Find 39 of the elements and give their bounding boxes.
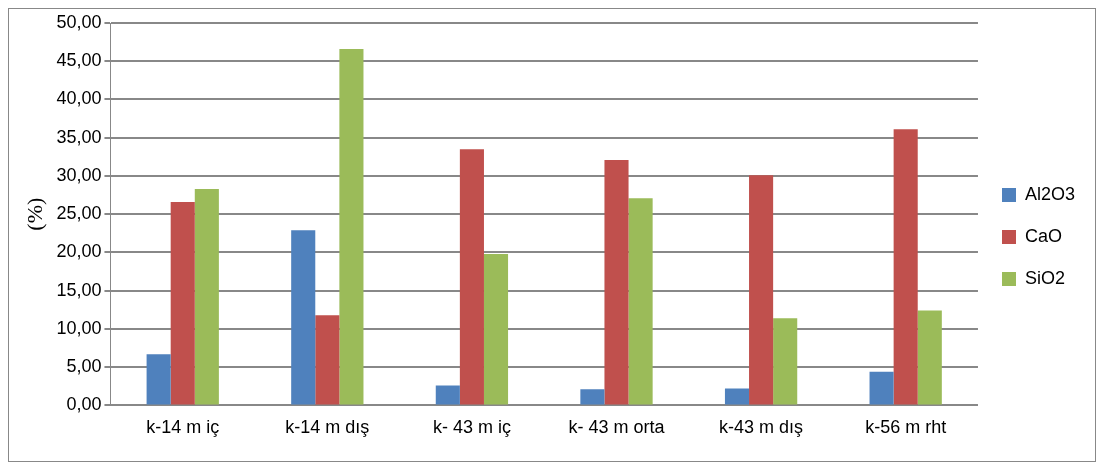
- bar: [170, 201, 195, 405]
- bar: [580, 389, 605, 405]
- bar: [869, 371, 894, 405]
- y-tick-label: 25,00: [56, 203, 102, 224]
- bar: [483, 253, 509, 405]
- bar: [194, 188, 219, 405]
- legend-label: SiO2: [1024, 267, 1065, 288]
- x-tick-label: k- 43 m iç: [432, 417, 511, 438]
- y-tick-label: 40,00: [56, 88, 102, 109]
- bar: [773, 318, 798, 405]
- y-tick-label: 30,00: [56, 164, 102, 185]
- y-tick-label: 5,00: [66, 356, 102, 377]
- bar: [604, 159, 629, 405]
- bar: [146, 354, 171, 405]
- bar: [459, 149, 484, 405]
- y-axis-title: (%): [21, 197, 47, 231]
- y-tick-label: 35,00: [56, 126, 102, 147]
- y-tick-label: 15,00: [56, 279, 102, 300]
- x-tick-label: k-43 m dış: [719, 417, 804, 438]
- x-tick-label: k- 43 m orta: [568, 417, 666, 438]
- bar: [917, 310, 942, 405]
- x-tick-label: k-14 m dış: [285, 417, 370, 438]
- bar: [339, 49, 364, 405]
- legend-label: CaO: [1024, 225, 1062, 246]
- bar: [893, 129, 918, 405]
- y-tick-label: 10,00: [56, 317, 102, 338]
- x-tick-label: k-14 m iç: [146, 417, 220, 438]
- x-tick-label: k-56 m rht: [865, 417, 947, 438]
- y-tick-label: 20,00: [56, 241, 102, 262]
- bar: [315, 315, 340, 405]
- bar: [628, 198, 653, 405]
- bar: [291, 230, 316, 405]
- y-tick-label: 50,00: [56, 11, 102, 32]
- y-tick-label: 0,00: [66, 394, 102, 415]
- y-tick-label: 45,00: [56, 50, 102, 71]
- bar: [724, 388, 750, 405]
- bar: [435, 385, 460, 405]
- legend-label: Al2O3: [1024, 183, 1075, 204]
- bar: [749, 175, 774, 405]
